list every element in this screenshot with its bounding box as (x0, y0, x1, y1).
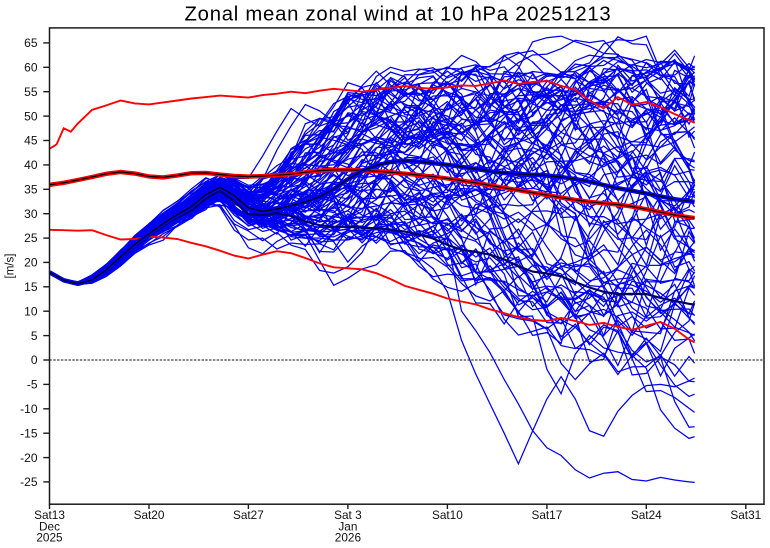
svg-text:30: 30 (24, 207, 38, 221)
svg-text:2026: 2026 (335, 531, 362, 545)
svg-text:35: 35 (24, 183, 38, 197)
svg-text:-5: -5 (27, 378, 38, 392)
svg-text:Sat 3: Sat 3 (334, 508, 362, 522)
svg-text:25: 25 (24, 231, 38, 245)
svg-text:Dec: Dec (39, 519, 60, 533)
svg-text:Sat20: Sat20 (134, 508, 165, 522)
svg-text:Jan: Jan (338, 519, 357, 533)
svg-text:40: 40 (24, 158, 38, 172)
svg-text:Zonal mean zonal wind at 10 hP: Zonal mean zonal wind at 10 hPa 20251213 (185, 3, 612, 25)
svg-text:-15: -15 (20, 426, 38, 440)
svg-text:Sat17: Sat17 (531, 508, 562, 522)
svg-text:10: 10 (24, 304, 38, 318)
svg-text:5: 5 (31, 329, 38, 343)
svg-text:Sat24: Sat24 (631, 508, 662, 522)
svg-text:20: 20 (24, 256, 38, 270)
svg-text:60: 60 (24, 61, 38, 75)
svg-text:-10: -10 (20, 402, 38, 416)
svg-text:2025: 2025 (36, 531, 63, 545)
svg-text:Sat10: Sat10 (432, 508, 463, 522)
svg-text:65: 65 (24, 36, 38, 50)
svg-text:55: 55 (24, 85, 38, 99)
svg-text:Sat27: Sat27 (233, 508, 264, 522)
svg-text:50: 50 (24, 109, 38, 123)
svg-text:-20: -20 (20, 451, 38, 465)
svg-text:45: 45 (24, 134, 38, 148)
svg-text:15: 15 (24, 280, 38, 294)
svg-text:[m/s]: [m/s] (5, 254, 17, 279)
svg-text:Sat13: Sat13 (34, 508, 65, 522)
svg-text:-25: -25 (20, 475, 38, 489)
svg-text:0: 0 (31, 353, 38, 367)
svg-text:Sat31: Sat31 (730, 508, 761, 522)
